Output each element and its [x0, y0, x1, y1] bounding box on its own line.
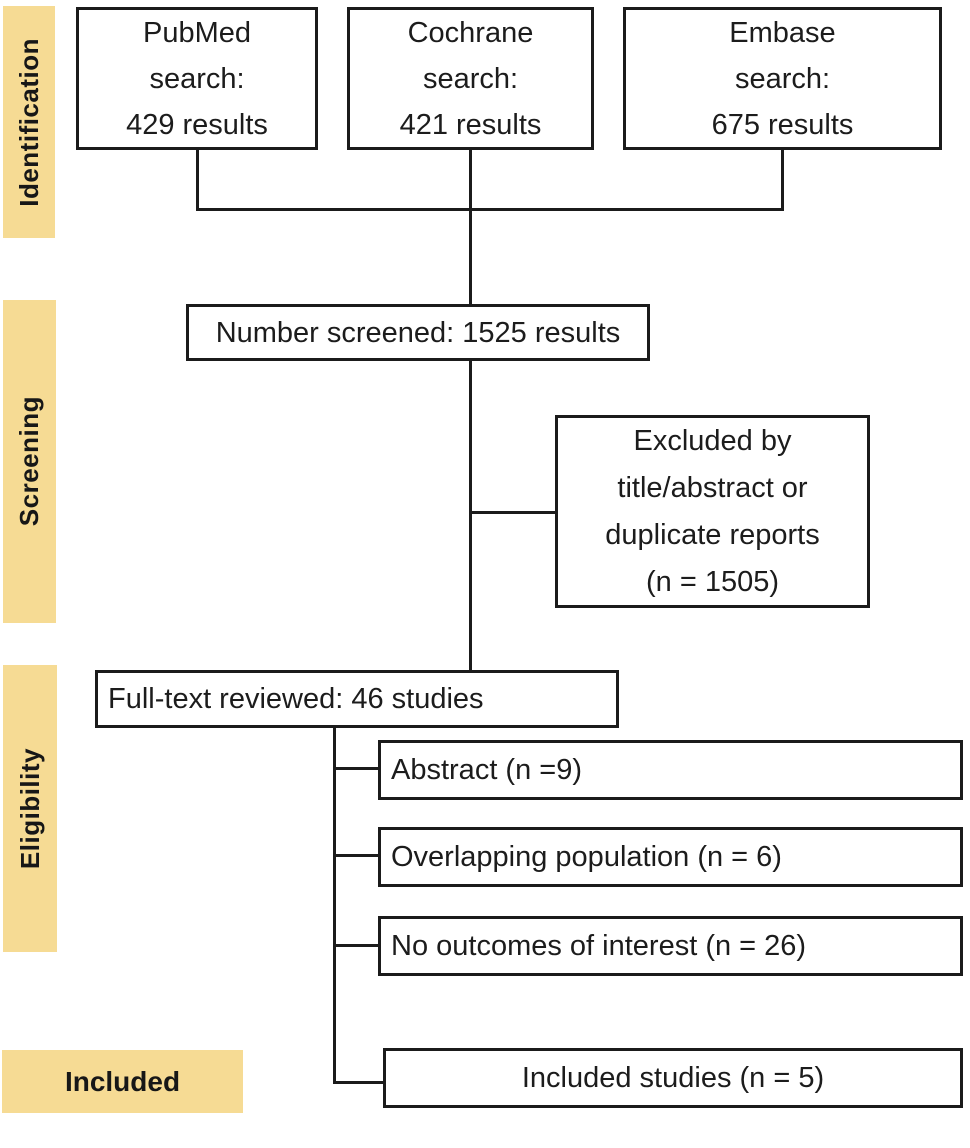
included-studies-box: Included studies (n = 5) — [383, 1048, 963, 1108]
connector-no-outcomes-stub-line — [335, 944, 378, 947]
cochrane-search-box: Cochrane search: 421 results — [347, 7, 594, 150]
connector-fulltext-down-line — [333, 728, 336, 1084]
stage-label-screening-text: Screening — [14, 396, 44, 527]
connector-embase-down-line — [781, 150, 784, 211]
embase-search-text: Embase search: 675 results — [711, 16, 854, 141]
excluded-no-outcomes-text: No outcomes of interest (n = 26) — [391, 930, 807, 962]
number-screened-box: Number screened: 1525 results — [186, 304, 650, 361]
stage-label-included: Included — [2, 1050, 243, 1113]
connector-excluded-stub-line — [471, 511, 555, 514]
pubmed-search-box: PubMed search: 429 results — [76, 7, 318, 150]
cochrane-search-text: Cochrane search: 421 results — [399, 16, 542, 141]
excluded-overlapping-population-text: Overlapping population (n = 6) — [391, 841, 782, 873]
connector-screened-to-fulltext-line — [469, 361, 472, 670]
excluded-abstract-text: Abstract (n =9) — [391, 754, 582, 786]
excluded-title-abstract-box: Excluded by title/abstract or duplicate … — [555, 415, 870, 608]
connector-included-stub-line — [335, 1081, 383, 1084]
fulltext-reviewed-text: Full-text reviewed: 46 studies — [108, 683, 484, 715]
stage-label-eligibility-text: Eligibility — [14, 747, 45, 870]
excluded-title-abstract-text: Excluded by title/abstract or duplicate … — [605, 424, 820, 598]
connector-pubmed-down-line — [196, 150, 199, 211]
excluded-no-outcomes-box: No outcomes of interest (n = 26) — [378, 916, 963, 976]
stage-label-identification: Identification — [3, 6, 55, 238]
connector-sources-join-line — [196, 208, 784, 211]
excluded-overlapping-population-box: Overlapping population (n = 6) — [378, 827, 963, 887]
number-screened-text: Number screened: 1525 results — [215, 316, 621, 349]
fulltext-reviewed-box: Full-text reviewed: 46 studies — [95, 670, 619, 728]
connector-overlapping-stub-line — [335, 854, 378, 857]
excluded-abstract-box: Abstract (n =9) — [378, 740, 963, 800]
stage-label-included-text: Included — [64, 1065, 181, 1097]
pubmed-search-text: PubMed search: 429 results — [126, 16, 268, 141]
connector-cochrane-to-screened-line — [469, 150, 472, 304]
connector-abstract-stub-line — [335, 767, 378, 770]
stage-label-identification-text: Identification — [13, 37, 44, 207]
included-studies-text: Included studies (n = 5) — [521, 1062, 825, 1094]
stage-label-screening: Screening — [3, 300, 56, 623]
stage-label-eligibility: Eligibility — [3, 665, 57, 952]
embase-search-box: Embase search: 675 results — [623, 7, 942, 150]
